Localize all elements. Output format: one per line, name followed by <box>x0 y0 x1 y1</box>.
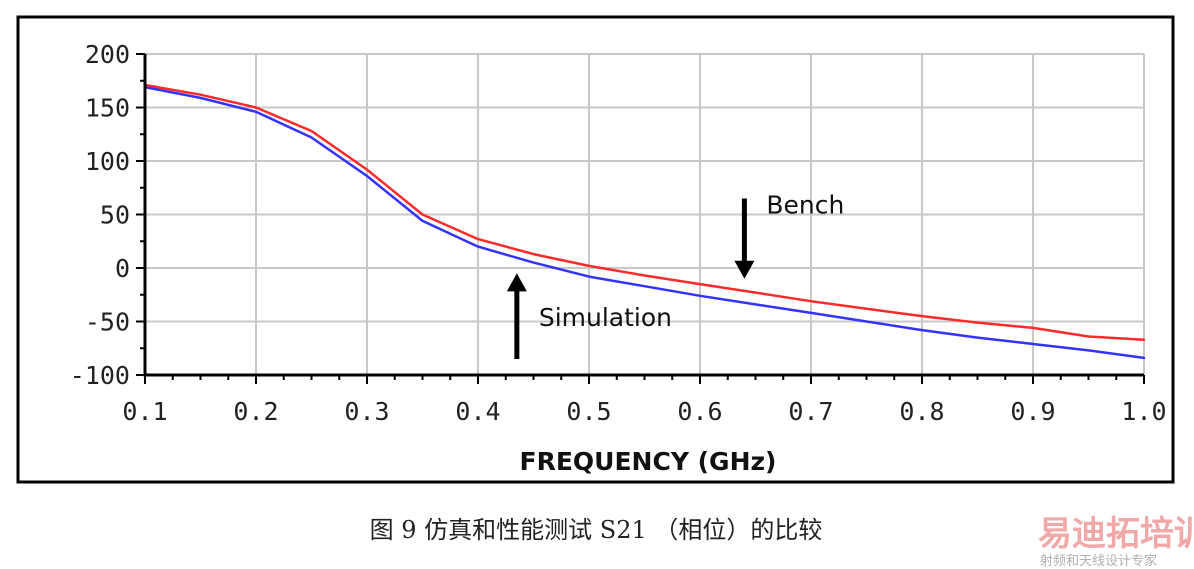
chart-frame <box>16 15 1175 484</box>
watermark-subtitle: 射频和天线设计专家 <box>1040 553 1157 569</box>
y-tick-label-5: 150 <box>85 94 130 123</box>
y-tick-label-4: 100 <box>85 147 130 176</box>
series-line-simulation <box>143 85 1146 360</box>
annotation-label-simulation: Simulation <box>539 303 672 332</box>
x-tick-label-3: 0.4 <box>455 397 500 426</box>
y-tick-label-2: 0 <box>115 254 130 283</box>
annotation-simulation: Simulation <box>506 273 672 359</box>
x-tick-label-0: 0.1 <box>122 397 167 426</box>
x-tick-label-4: 0.5 <box>566 397 611 426</box>
y-tick-label-1: -50 <box>85 308 130 337</box>
x-tick-label-7: 0.8 <box>899 397 944 426</box>
x-tick-label-8: 0.9 <box>1010 397 1055 426</box>
x-tick-label-6: 0.7 <box>788 397 833 426</box>
axes <box>136 53 1145 384</box>
watermark-logo-text: 易迪拓培训 <box>1038 514 1194 554</box>
x-tick-label-5: 0.6 <box>677 397 722 426</box>
series-line-bench <box>143 83 1146 341</box>
x-tick-label-1: 0.2 <box>233 397 278 426</box>
x-tick-label-2: 0.3 <box>344 397 389 426</box>
series-lines <box>143 83 1146 360</box>
annotations: Bench Simulation <box>506 191 844 359</box>
x-tick-labels: 0.1 0.2 0.3 0.4 0.5 0.6 0.7 0.8 0.9 1.0 <box>122 397 1166 426</box>
annotation-label-bench: Bench <box>766 191 844 220</box>
annotation-arrow-head-simulation <box>506 273 527 292</box>
annotation-bench: Bench <box>734 191 844 279</box>
annotation-arrow-head-bench <box>734 260 755 279</box>
y-tick-label-0: -100 <box>70 361 130 390</box>
figure-caption: 图 9 仿真和性能测试 S21 （相位）的比较 <box>370 516 823 544</box>
x-tick-label-9: 1.0 <box>1121 397 1166 426</box>
x-axis-label: FREQUENCY (GHz) <box>520 447 777 476</box>
y-tick-label-3: 50 <box>100 201 130 230</box>
y-tick-label-6: 200 <box>85 40 130 69</box>
y-tick-labels: -100 -50 0 50 100 150 200 <box>70 40 130 390</box>
